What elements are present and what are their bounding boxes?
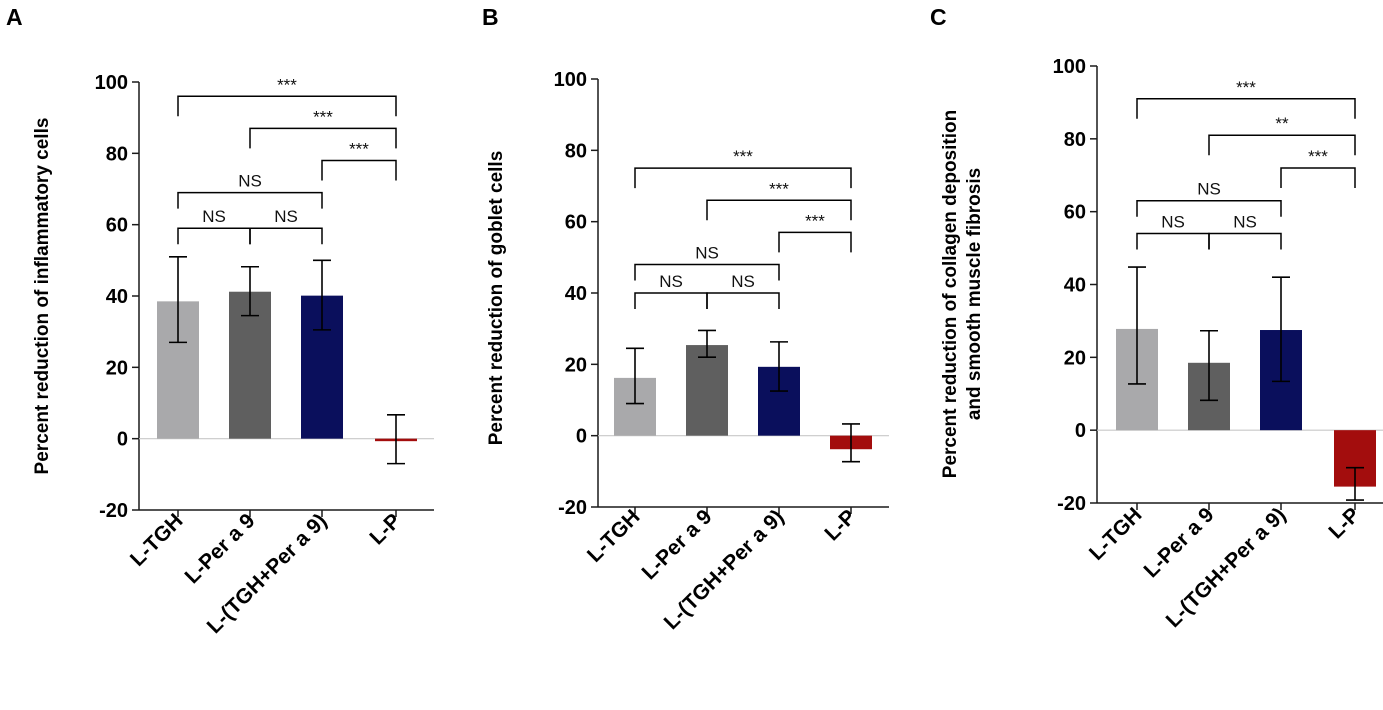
- y-tick-label: -20: [99, 500, 128, 522]
- y-tick-label: 40: [1064, 275, 1086, 297]
- category-label: L-P: [820, 505, 860, 545]
- significance-label: ***: [805, 211, 825, 230]
- y-tick-label: 40: [106, 286, 128, 308]
- significance-bracket: [177, 95, 397, 117]
- panel-letter-a: A: [6, 4, 23, 30]
- y-tick-label: 60: [565, 212, 587, 234]
- y-tick-label: 0: [576, 426, 587, 448]
- panel-a: A -20 0 20 40 60 80 100 L-TGH L-Per a 9 L-(TGH+Pe…: [0, 0, 462, 705]
- significance-bracket: [249, 127, 397, 149]
- y-tick-label: 80: [565, 140, 587, 162]
- significance-bracket: [1280, 167, 1356, 188]
- significance-label: NS: [238, 172, 262, 191]
- significance-bracket: [706, 292, 780, 309]
- significance-label: ***: [277, 75, 297, 94]
- significance-bracket: [1136, 199, 1282, 217]
- category-label: L-P: [1324, 503, 1364, 543]
- significance-label: ***: [769, 179, 789, 198]
- significance-bracket: [1136, 232, 1210, 250]
- y-axis-label: Percent reduction of goblet cells: [486, 151, 507, 446]
- significance-bracket: [177, 227, 251, 245]
- significance-label: NS: [731, 272, 755, 291]
- significance-bracket: [706, 199, 852, 221]
- y-tick-label: -20: [1057, 493, 1086, 515]
- category-label: L-TGH: [126, 509, 188, 571]
- y-tick-label: 100: [95, 72, 128, 94]
- significance-bracket: [177, 191, 323, 209]
- y-tick-label: 100: [554, 69, 587, 91]
- y-tick-label: 20: [106, 357, 128, 379]
- significance-bracket: [1136, 98, 1356, 119]
- significance-bracket: [634, 167, 852, 189]
- significance-label: NS: [695, 243, 719, 262]
- panel-b: B -20 0 20 40 60 80 100 L-TGH L-Per a 9 L-(TGH+Pe…: [462, 0, 924, 705]
- category-label: L-(TGH+Per a 9): [203, 509, 332, 638]
- category-label: L-(TGH+Per a 9): [660, 505, 789, 634]
- category-label: L-P: [365, 509, 405, 549]
- category-label: L-TGH: [1085, 503, 1147, 565]
- significance-label: ***: [1308, 147, 1328, 166]
- y-tick-label: 80: [106, 143, 128, 165]
- y-tick-label: -20: [558, 497, 587, 519]
- significance-label: NS: [202, 207, 226, 226]
- significance-label: ***: [349, 139, 369, 158]
- y-axis-label: Percent reduction of collagen deposition: [940, 110, 961, 478]
- bar-2: [686, 345, 728, 436]
- significance-bracket: [634, 263, 780, 281]
- significance-bracket: [321, 159, 397, 181]
- panel-c: C -20 0 20 40 60 80 100 L-TGH L-Per a 9 L-(TGH+Pe…: [924, 0, 1383, 705]
- significance-label: **: [1275, 114, 1289, 133]
- y-tick-label: 20: [1064, 347, 1086, 369]
- y-tick-label: 20: [565, 354, 587, 376]
- significance-label: ***: [733, 147, 753, 166]
- significance-label: NS: [659, 272, 683, 291]
- y-tick-label: 0: [117, 429, 128, 451]
- significance-bracket: [249, 227, 323, 245]
- significance-label: NS: [1233, 213, 1257, 232]
- y-tick-label: 40: [565, 283, 587, 305]
- y-tick-label: 100: [1053, 56, 1086, 78]
- y-tick-label: 80: [1064, 129, 1086, 151]
- significance-bracket: [1208, 134, 1356, 156]
- panel-letter-c: C: [930, 4, 947, 30]
- y-tick-label: 0: [1075, 420, 1086, 442]
- y-axis-label: Percent reduction of inflammatory cells: [32, 118, 53, 475]
- panel-letter-b: B: [482, 4, 499, 30]
- significance-bracket: [1208, 232, 1282, 250]
- significance-label: ***: [1236, 78, 1256, 97]
- y-tick-label: 60: [1064, 202, 1086, 224]
- category-label: L-(TGH+Per a 9): [1162, 503, 1291, 632]
- significance-label: NS: [1161, 213, 1185, 232]
- y-axis-label: and smooth muscle fibrosis: [964, 168, 985, 420]
- significance-bracket: [634, 292, 708, 309]
- significance-label: ***: [313, 107, 333, 126]
- significance-bracket: [778, 231, 852, 253]
- y-tick-label: 60: [106, 215, 128, 237]
- significance-label: NS: [274, 207, 298, 226]
- category-label: L-TGH: [583, 505, 645, 567]
- significance-label: NS: [1197, 180, 1221, 199]
